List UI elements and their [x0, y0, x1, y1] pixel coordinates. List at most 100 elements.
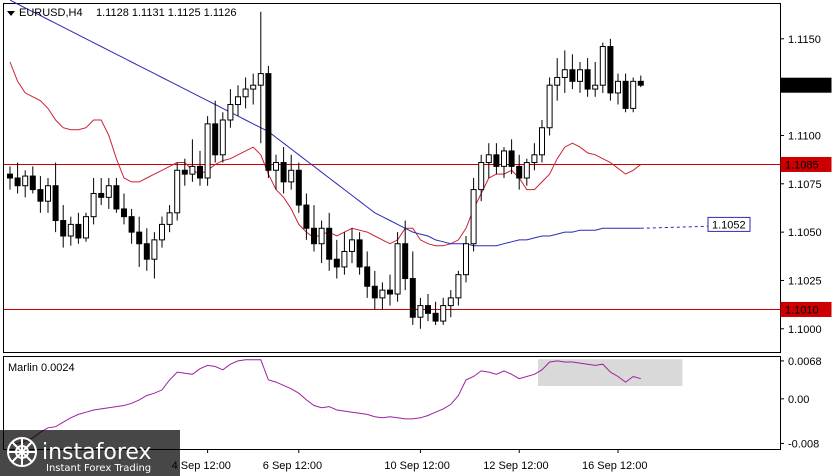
- candle: [67, 216, 74, 246]
- candle-body-bear: [584, 69, 591, 90]
- candle: [45, 178, 51, 213]
- candle-body-bear: [569, 69, 576, 82]
- highlight-zone: [538, 359, 683, 386]
- candle: [326, 212, 333, 271]
- x-tick-label: 10 Sep 12:00: [384, 460, 449, 472]
- candle: [463, 236, 469, 283]
- candle: [121, 193, 127, 225]
- candle: [539, 120, 545, 163]
- candle: [235, 85, 241, 117]
- candle-body-bear: [364, 266, 371, 287]
- candle: [455, 270, 462, 306]
- candle-body-bear: [607, 46, 614, 94]
- candle-body-bull: [394, 243, 401, 295]
- level-high-label-box: [780, 156, 832, 172]
- y-tick-label: 1.1025: [788, 275, 822, 287]
- candle-body-bull: [554, 76, 561, 86]
- time-axis[interactable]: 4 Sep 12:00 6 Sep 12:00 10 Sep 12:00 12 Sep…: [172, 449, 648, 472]
- ind-tick-label: -0.008: [788, 438, 819, 450]
- candle: [311, 205, 317, 252]
- candle: [531, 143, 538, 171]
- horizontal-levels[interactable]: [4, 163, 780, 310]
- candle-body-bear: [98, 192, 105, 198]
- x-tick-label: 12 Sep 12:00: [483, 460, 548, 472]
- candle-body-bull: [417, 305, 424, 318]
- y-tick-label: 1.1150: [788, 34, 821, 46]
- ma-fast-line: [9, 61, 642, 247]
- candle-body-bear: [113, 185, 120, 210]
- candle: [219, 112, 226, 163]
- candle-body-bull: [242, 88, 249, 98]
- candle: [204, 116, 211, 186]
- candle-body-bear: [387, 289, 393, 295]
- candle-body-bear: [295, 169, 302, 206]
- candle-body-bull: [561, 69, 568, 78]
- level-high-label-text: 1.1085: [785, 159, 819, 171]
- candle: [22, 170, 29, 198]
- candle-body-bear: [7, 173, 13, 179]
- x-tick-label: 4 Sep 12:00: [172, 460, 231, 472]
- candle-body-bear: [371, 285, 378, 299]
- candle: [14, 162, 21, 194]
- candle-body-bear: [333, 258, 340, 268]
- candle: [166, 205, 173, 233]
- candle-body-bull: [166, 212, 173, 225]
- candle-body-bear: [136, 231, 143, 245]
- candle-body-bear: [622, 80, 629, 109]
- candle-body-bull: [227, 104, 234, 121]
- candle: [105, 178, 112, 209]
- y-tick-label: 1.1100: [788, 130, 821, 142]
- candle-body-bull: [501, 150, 507, 167]
- candle: [250, 73, 257, 105]
- candle: [60, 205, 67, 248]
- candle: [546, 77, 553, 136]
- watermark-tagline: Instant Forex Trading: [46, 463, 151, 474]
- candle-body-bear: [508, 150, 515, 167]
- candle: [637, 75, 644, 88]
- candle: [52, 162, 59, 233]
- candle: [98, 178, 105, 206]
- candle: [615, 73, 621, 105]
- candle-body-bear: [326, 227, 333, 260]
- candle: [432, 301, 439, 325]
- candle-body-bull: [45, 185, 51, 202]
- candle: [159, 216, 165, 248]
- ind-tick-label: 0.0068: [788, 356, 822, 368]
- candle-body-bull: [379, 289, 386, 299]
- candle: [356, 232, 363, 275]
- candle-body-bull: [470, 189, 477, 245]
- collapse-triangle-icon[interactable]: [7, 11, 15, 16]
- indicator-axis: 0.0068 0.00 -0.008: [780, 356, 822, 450]
- candle-body-bear: [637, 80, 644, 86]
- candle: [113, 178, 120, 213]
- candle-body-bull: [67, 223, 74, 237]
- candle: [242, 77, 249, 109]
- level-low-label-text: 1.1010: [785, 304, 819, 316]
- moving-averages: [9, 0, 709, 247]
- candle-body-bear: [265, 73, 272, 171]
- candle: [371, 270, 378, 310]
- candle-body-bull: [599, 46, 606, 86]
- candle: [425, 294, 431, 322]
- candle-body-bear: [516, 165, 523, 179]
- candle: [607, 38, 614, 101]
- candle: [364, 251, 371, 298]
- candle-body-bull: [341, 250, 348, 268]
- candle: [288, 154, 295, 190]
- candle-body-bull: [235, 96, 241, 106]
- candle: [333, 239, 340, 279]
- level-low-label-box: [780, 301, 832, 317]
- candle-body-bull: [463, 243, 469, 276]
- candle: [409, 251, 416, 325]
- candle-body-bull: [630, 80, 637, 109]
- candle: [151, 232, 158, 279]
- candle-body-bull: [546, 84, 553, 129]
- candle-body-bull: [455, 274, 462, 299]
- candle-body-bear: [52, 185, 59, 222]
- candle: [227, 89, 234, 128]
- candle: [584, 58, 591, 97]
- candle-body-bull: [539, 127, 545, 156]
- candle-body-bear: [493, 154, 500, 167]
- price-labels: 1.1126 1.1085 1.1010 1.1052: [707, 77, 832, 317]
